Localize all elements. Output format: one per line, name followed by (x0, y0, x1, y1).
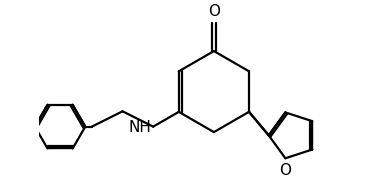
Text: NH: NH (128, 120, 151, 135)
Text: O: O (208, 4, 220, 19)
Text: O: O (280, 163, 291, 178)
